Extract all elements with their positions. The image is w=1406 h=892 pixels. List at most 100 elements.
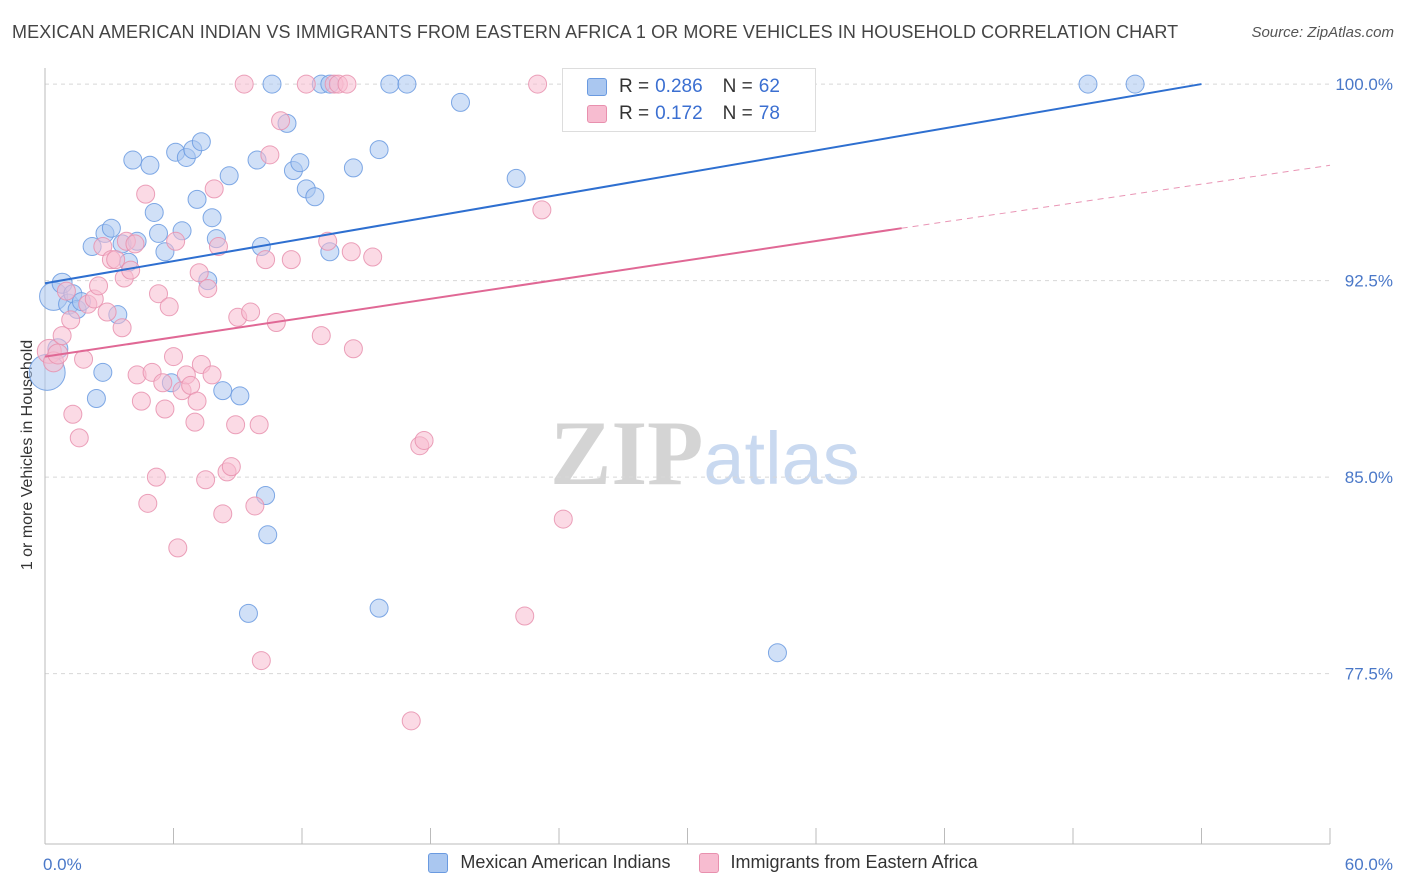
point-immigrants-eastern-africa <box>155 399 175 419</box>
trend-line-pink <box>44 227 902 358</box>
legend-swatch-pink <box>587 105 607 123</box>
point-mexican-american-indians <box>202 208 222 228</box>
series-legend-label: Mexican American Indians <box>460 852 671 872</box>
point-immigrants-eastern-africa <box>106 250 126 270</box>
series-swatch-blue <box>428 852 449 873</box>
y-tick-label: 77.5% <box>1345 665 1393 684</box>
series-legend-item-blue: Mexican American Indians <box>428 852 671 873</box>
trend-line-pink-extension <box>901 164 1331 229</box>
watermark-zip: ZIP <box>550 402 704 504</box>
zipatlas-watermark: ZIPatlas <box>550 400 860 506</box>
point-immigrants-eastern-africa <box>131 391 151 411</box>
point-mexican-american-indians <box>380 74 400 94</box>
point-immigrants-eastern-africa <box>185 412 205 432</box>
point-mexican-american-indians <box>369 140 389 160</box>
watermark-atlas: atlas <box>703 417 860 500</box>
point-immigrants-eastern-africa <box>146 467 166 487</box>
point-immigrants-eastern-africa <box>168 538 188 558</box>
point-immigrants-eastern-africa <box>245 496 265 516</box>
point-immigrants-eastern-africa <box>112 318 132 338</box>
point-immigrants-eastern-africa <box>363 247 383 267</box>
point-mexican-american-indians <box>140 155 160 175</box>
point-immigrants-eastern-africa <box>164 347 183 367</box>
point-immigrants-eastern-africa <box>337 74 357 94</box>
legend-n-label: N = <box>722 103 753 124</box>
legend-r-label: R = <box>619 103 650 124</box>
point-immigrants-eastern-africa <box>343 339 363 359</box>
point-immigrants-eastern-africa <box>311 326 331 346</box>
point-immigrants-eastern-africa <box>97 302 117 322</box>
y-tick-label: 100.0% <box>1335 75 1393 94</box>
point-mexican-american-indians <box>230 386 250 406</box>
point-immigrants-eastern-africa <box>401 711 421 731</box>
legend-r-value: 0.286 <box>655 76 703 97</box>
point-immigrants-eastern-africa <box>234 74 254 94</box>
point-mexican-american-indians <box>213 381 233 401</box>
point-immigrants-eastern-africa <box>69 428 89 448</box>
point-immigrants-eastern-africa <box>221 457 241 477</box>
point-immigrants-eastern-africa <box>189 263 209 283</box>
point-immigrants-eastern-africa <box>249 415 269 435</box>
point-mexican-american-indians <box>450 92 470 112</box>
point-mexican-american-indians <box>262 74 282 94</box>
point-immigrants-eastern-africa <box>251 651 271 671</box>
point-immigrants-eastern-africa <box>528 74 548 94</box>
point-immigrants-eastern-africa <box>414 430 434 450</box>
point-mexican-american-indians <box>767 643 787 663</box>
point-immigrants-eastern-africa <box>532 200 552 220</box>
point-immigrants-eastern-africa <box>138 493 158 513</box>
point-immigrants-eastern-africa <box>296 74 316 94</box>
point-immigrants-eastern-africa <box>213 504 233 524</box>
x-tick-label-max: 60.0% <box>1345 855 1393 874</box>
point-immigrants-eastern-africa <box>125 234 145 254</box>
point-immigrants-eastern-africa <box>271 111 291 131</box>
point-mexican-american-indians <box>305 187 325 207</box>
source-credit: Source: ZipAtlas.com <box>1251 24 1394 41</box>
point-immigrants-eastern-africa <box>553 509 573 529</box>
trend-line-blue <box>44 83 1202 285</box>
legend-row-immigrants-eastern-africa: R = 0.172 N = 78 <box>587 101 780 127</box>
legend-r-value: 0.172 <box>655 103 703 124</box>
point-mexican-american-indians <box>123 150 143 170</box>
point-mexican-american-indians <box>86 389 106 409</box>
point-immigrants-eastern-africa <box>515 606 535 626</box>
point-immigrants-eastern-africa <box>187 391 207 411</box>
point-mexican-american-indians <box>290 153 310 173</box>
point-mexican-american-indians <box>238 603 258 623</box>
point-mexican-american-indians <box>144 202 164 222</box>
point-immigrants-eastern-africa <box>52 326 72 346</box>
series-swatch-pink <box>698 852 719 873</box>
legend-row-mexican-american-indians: R = 0.286 N = 62 <box>587 74 780 100</box>
point-immigrants-eastern-africa <box>202 365 222 385</box>
point-immigrants-eastern-africa <box>136 184 156 204</box>
point-immigrants-eastern-africa <box>198 278 218 298</box>
legend-r-label: R = <box>619 76 650 97</box>
point-immigrants-eastern-africa <box>341 242 361 262</box>
x-tick-label-min: 0.0% <box>43 855 82 874</box>
point-mexican-american-indians <box>149 223 169 243</box>
legend-n-value: 78 <box>758 103 780 124</box>
point-mexican-american-indians <box>1125 74 1145 94</box>
point-immigrants-eastern-africa <box>153 373 173 393</box>
point-immigrants-eastern-africa <box>166 231 186 251</box>
point-mexican-american-indians <box>219 166 239 186</box>
point-mexican-american-indians <box>191 132 211 152</box>
point-mexican-american-indians <box>187 189 207 209</box>
chart-title: MEXICAN AMERICAN INDIAN VS IMMIGRANTS FR… <box>12 22 1179 42</box>
point-immigrants-eastern-africa <box>208 237 228 257</box>
point-immigrants-eastern-africa <box>74 349 94 369</box>
point-mexican-american-indians <box>1078 74 1098 94</box>
series-legend-label: Immigrants from Eastern Africa <box>730 852 978 872</box>
point-mexican-american-indians <box>369 598 389 618</box>
y-tick-label: 85.0% <box>1345 468 1393 487</box>
point-immigrants-eastern-africa <box>56 281 76 301</box>
legend-swatch-blue <box>587 78 607 96</box>
series-legend: Mexican American Indians Immigrants from… <box>0 852 1406 873</box>
point-immigrants-eastern-africa <box>61 310 81 330</box>
point-immigrants-eastern-africa <box>204 179 224 199</box>
point-immigrants-eastern-africa <box>256 250 276 270</box>
point-mexican-american-indians <box>397 74 417 94</box>
point-immigrants-eastern-africa <box>226 415 246 435</box>
point-immigrants-eastern-africa <box>149 284 169 304</box>
